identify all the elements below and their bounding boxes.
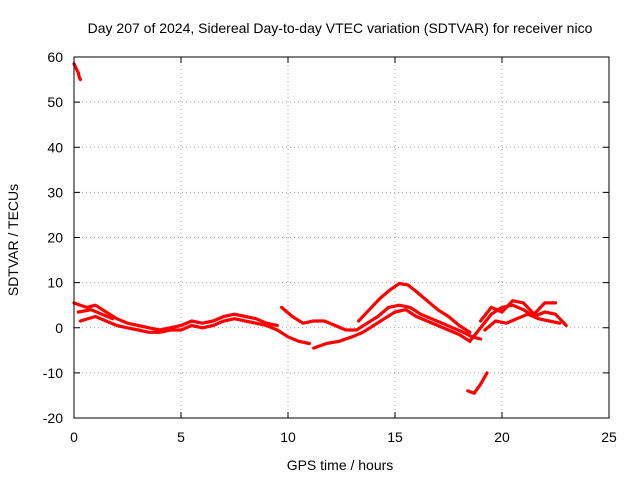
y-tick-label: 60 xyxy=(47,49,63,65)
series-line-start-spike xyxy=(72,62,82,82)
y-tick-label: 0 xyxy=(55,320,63,336)
chart-title: Day 207 of 2024, Sidereal Day-to-day VTE… xyxy=(88,20,593,36)
y-tick-label: 50 xyxy=(47,94,63,110)
x-tick-label: 25 xyxy=(601,429,617,445)
y-tick-label: 10 xyxy=(47,275,63,291)
series-line-mid-arc xyxy=(280,303,483,341)
y-tick-labels: -20 -10 0 10 20 30 40 50 60 xyxy=(43,49,63,426)
y-tick-label: 30 xyxy=(47,184,63,200)
y-tick-label: 40 xyxy=(47,139,63,155)
x-tick-label: 0 xyxy=(70,429,78,445)
y-tick-label: 20 xyxy=(47,230,63,246)
series-line-hump xyxy=(357,281,472,334)
series-line-late-lower xyxy=(483,312,562,332)
x-tick-label: 15 xyxy=(387,429,403,445)
x-axis-label: GPS time / hours xyxy=(287,457,394,473)
tick-marks xyxy=(73,56,610,419)
grid xyxy=(74,57,609,418)
y-tick-label: -10 xyxy=(43,365,63,381)
x-tick-label: 10 xyxy=(280,429,296,445)
x-tick-label: 20 xyxy=(494,429,510,445)
series-line-main-trace xyxy=(72,301,279,332)
series-line-negative-hook xyxy=(466,371,489,395)
series-line-lower-band xyxy=(78,314,311,346)
y-tick-label: -20 xyxy=(43,410,63,426)
x-tick-labels: 0 5 10 15 20 25 xyxy=(70,429,617,445)
series-line-upper-band xyxy=(76,308,115,321)
y-axis-label: SDTVAR / TECUs xyxy=(5,184,21,296)
series-line-lower-dip xyxy=(312,308,472,350)
series-line-late-trace xyxy=(468,303,568,343)
series-line-late-upper xyxy=(479,299,558,323)
x-tick-label: 5 xyxy=(177,429,185,445)
series-group xyxy=(72,62,568,395)
